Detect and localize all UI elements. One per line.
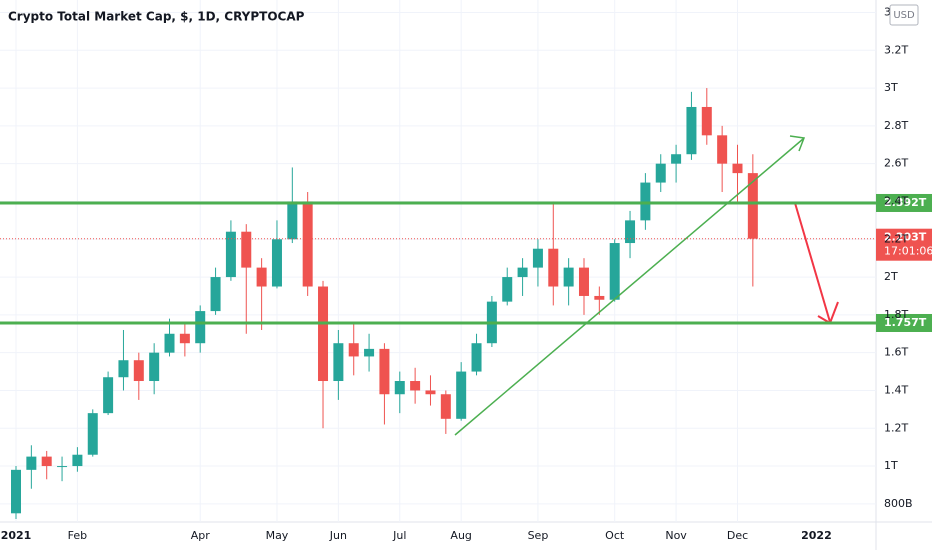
x-tick-label: Apr [191,529,211,542]
candle-body [271,239,282,287]
candle-body [164,333,175,353]
x-tick-label: Oct [605,529,625,542]
candle-body [732,163,743,174]
candle-body [394,381,405,395]
y-tick-label: 3T [884,81,898,94]
candle-body [548,248,559,287]
candle-body [287,201,298,240]
drawings [454,135,839,436]
candle-body [195,311,206,344]
y-tick-label: 1.6T [884,346,908,359]
trend-line [454,138,804,436]
candle-body [348,343,359,357]
candle-body [57,466,68,468]
candle-body [456,371,467,419]
candle-body [103,377,114,414]
down-arrow [794,202,831,323]
x-tick-label: Jul [392,529,406,542]
candle-body [379,348,390,395]
candle-body [502,277,513,302]
level-label: 2.392T [884,196,927,209]
trend-arrow-head [789,135,806,152]
y-tick-label: 2T [884,270,898,283]
y-tick-label: 1T [884,459,898,472]
y-tick-label: 2.6T [884,157,908,170]
x-tick-label: Feb [68,529,87,542]
y-tick-label: 1.2T [884,421,908,434]
x-tick-label: Dec [727,529,748,542]
candle-body [41,456,52,467]
candle-body [425,390,436,395]
x-tick-label: 2022 [801,529,832,542]
candles [11,88,758,519]
last-price-badge [876,228,932,261]
candle-body [225,231,236,278]
chart-title: Crypto Total Market Cap, $, 1D, CRYPTOCA… [8,10,305,24]
x-tick-label: Sep [528,529,549,542]
candle-body [609,243,620,300]
candle-body [578,267,589,296]
currency: USD [893,10,915,21]
candle-body [625,220,636,244]
last-price-label: 2.203T [884,231,927,244]
candle-body [364,348,375,357]
candle-body [87,413,98,455]
candle-body [26,456,37,470]
candle-body [333,343,344,382]
candle-body [640,182,651,221]
candle-body [594,295,605,300]
candle-body [517,267,528,278]
y-tick-label: 1.8T [884,308,908,321]
candle-body [701,106,712,136]
candle-body [133,360,144,382]
candle-body [72,454,83,467]
y-tick-label: 2.4T [884,194,908,207]
candle-body [671,154,682,164]
candle-body [210,277,221,312]
candle-body [655,163,666,183]
candle-body [747,173,758,239]
candle-body [302,201,313,287]
level-badge [876,313,932,332]
x-tick-label: Jun [329,529,347,542]
candle-body [241,231,252,268]
candle-body [686,106,697,155]
candle-body [532,248,543,268]
candle-body [563,267,574,287]
y-tick-label: 2.8T [884,119,908,132]
level-badge [876,193,932,212]
candle-body [149,352,160,382]
candle-body [318,286,329,382]
x-tick-label: 2021 [1,529,32,542]
x-tick-label: Nov [665,529,687,542]
y-tick-label: 3.2T [884,43,908,56]
candle-body [410,381,421,391]
y-tick-label: 2.2T [884,232,908,245]
candle-body [11,469,21,514]
axis: 800B 1T 1.2T 1.4T 1.6T 1.8T 2T 2.2T 2.4T 2.6T 2.8T… [1,4,919,542]
x-tick-label: Aug [450,529,471,542]
y-tick-label: 800B [884,497,913,510]
candle-body [717,135,728,164]
y-tick-label: 1.4T [884,383,908,396]
candle-body [471,343,482,372]
x-tick-label: May [266,529,289,542]
level-label: 1.757T [884,316,927,329]
candle-body [440,394,451,419]
candle-body [256,267,267,287]
currency-badge [889,4,919,26]
candle-body [118,360,129,378]
candle-body [179,333,190,344]
countdown: 17:01:06 [884,245,932,258]
